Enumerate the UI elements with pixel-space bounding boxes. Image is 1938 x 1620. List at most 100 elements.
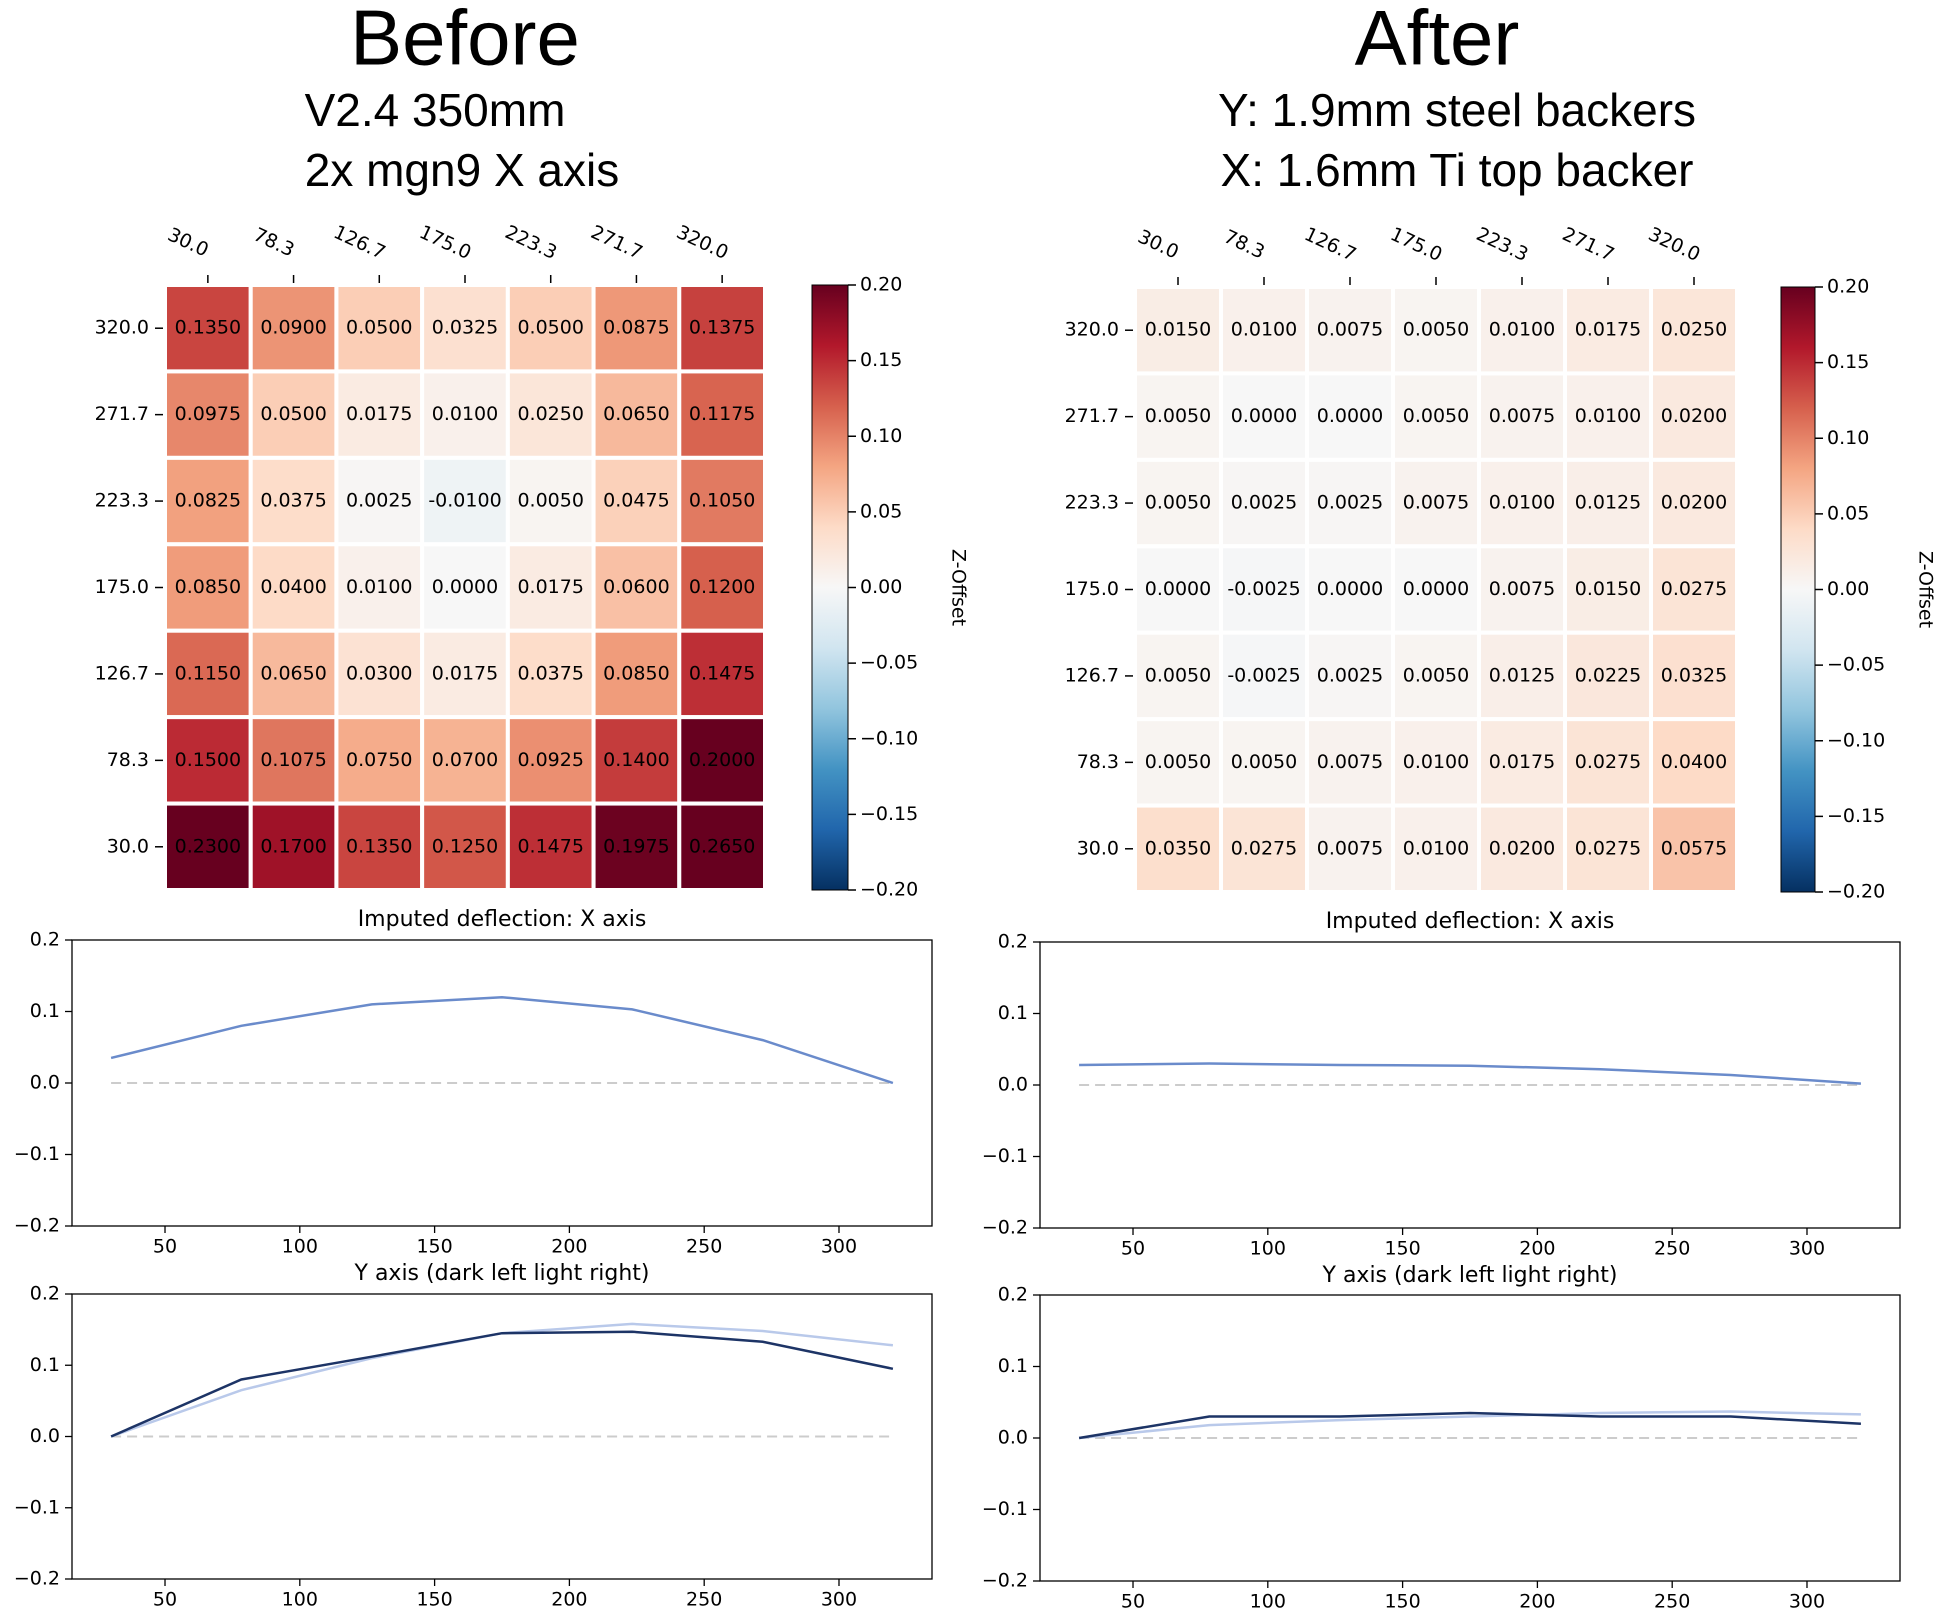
- colorbar-label: Z-Offset: [1915, 551, 1937, 628]
- colorbar-tick-label: −0.20: [860, 879, 918, 901]
- y-tick-label: 0.0: [998, 1074, 1028, 1096]
- heatmap-cell: [334, 628, 425, 720]
- heatmap-cell: [163, 369, 253, 460]
- x-axis-label: Y axis (dark left light right): [354, 1261, 650, 1286]
- cell-label: 0.0600: [603, 576, 669, 598]
- cell-label: 0.0050: [517, 490, 583, 512]
- y-tick-label: −0.1: [14, 1496, 60, 1518]
- y-tick-label: 0.2: [998, 1284, 1028, 1306]
- heatmap-cell: [677, 801, 767, 892]
- cell-label: 0.0050: [1403, 405, 1469, 427]
- series-line: [1078, 1411, 1861, 1440]
- y-tick-label: −0.2: [14, 1568, 60, 1590]
- cell-label: 0.0175: [432, 662, 498, 684]
- y-tick-label: 126.7: [95, 662, 149, 684]
- cell-label: 0.0100: [1403, 837, 1469, 859]
- y-tick-label: 78.3: [1077, 751, 1119, 773]
- y-tick-label: 223.3: [1065, 492, 1119, 514]
- cell-label: 0.1075: [260, 749, 326, 771]
- colorbar-label: Z-Offset: [948, 549, 970, 626]
- x-tick-label: 200: [551, 1236, 587, 1258]
- heatmap-cell: [1649, 544, 1739, 635]
- x-tick-label: 300: [1789, 1238, 1825, 1260]
- heatmap-cell: [1563, 285, 1653, 376]
- cell-label: 0.0225: [1575, 664, 1641, 686]
- x-tick-label: 200: [1519, 1591, 1555, 1613]
- cell-label: 0.0050: [1231, 751, 1297, 773]
- cell-label: 0.0125: [1489, 664, 1555, 686]
- cell-label: 0.1350: [175, 317, 241, 339]
- colorbar-tick-label: −0.05: [1827, 654, 1885, 676]
- y-tick-label: 0.0: [998, 1427, 1028, 1449]
- cell-label: 0.0175: [346, 403, 412, 425]
- x-tick-label: 271.7: [587, 221, 646, 264]
- y-tick-label: 0.2: [30, 929, 60, 951]
- cell-label: 0.0100: [1489, 319, 1555, 341]
- colorbar-tick-label: 0.20: [860, 274, 902, 296]
- panel-subtitle: X: 1.6mm Ti top backer: [1221, 144, 1694, 196]
- cell-label: 0.0075: [1489, 578, 1555, 600]
- series-line: [1079, 1062, 1861, 1085]
- x-tick-label: 250: [686, 1236, 722, 1258]
- x-tick-label: 50: [153, 1589, 177, 1611]
- y-tick-label: 78.3: [107, 749, 149, 771]
- series-line: [1078, 1410, 1861, 1440]
- heatmap-cell: [1133, 371, 1223, 462]
- cell-label: 0.0100: [1403, 751, 1469, 773]
- cell-label: 0.0050: [1403, 664, 1469, 686]
- cell-label: 0.1975: [603, 835, 669, 857]
- heatmap-cell: [1219, 717, 1309, 808]
- cell-label: 0.0475: [603, 490, 669, 512]
- heatmap-cell: [1391, 285, 1481, 376]
- y-tick-label: 320.0: [95, 317, 149, 339]
- x-tick-label: 271.7: [1559, 223, 1618, 266]
- cell-label: 0.0275: [1661, 578, 1727, 600]
- cell-label: 0.0350: [1145, 837, 1211, 859]
- chart-title: Imputed deflection: X axis: [1326, 909, 1615, 934]
- x-tick-label: 223.3: [1473, 223, 1532, 266]
- heatmap-cell: [1477, 630, 1567, 722]
- cell-label: 0.0025: [1231, 492, 1297, 514]
- cell-label: 0.1150: [175, 662, 241, 684]
- heatmap-cell: [1477, 544, 1567, 635]
- y-tick-label: 271.7: [1065, 405, 1119, 427]
- heatmap-cell: [248, 715, 339, 806]
- colorbar-tick-label: −0.10: [1827, 729, 1885, 751]
- heatmap-cell: [1649, 717, 1739, 808]
- cell-label: 0.0000: [1317, 405, 1383, 427]
- x-tick-label: 223.3: [502, 221, 561, 264]
- heatmap-cell: [591, 455, 682, 547]
- x-tick-label: 300: [821, 1589, 857, 1611]
- plot-frame: [1039, 941, 1901, 1229]
- x-tick-label: 150: [1384, 1591, 1420, 1613]
- heatmap-cell: [1649, 371, 1739, 462]
- heatmap-cell: [1305, 457, 1395, 549]
- cell-label: 0.0650: [260, 662, 326, 684]
- cell-label: 0.1350: [346, 835, 412, 857]
- cell-label: 0.0175: [517, 576, 583, 598]
- heatmap-cell: [1219, 544, 1309, 635]
- cell-label: 0.0025: [346, 490, 412, 512]
- colorbar-tick-label: −0.15: [1827, 805, 1885, 827]
- y-tick-label: 0.0: [30, 1072, 60, 1094]
- y-tick-label: −0.1: [982, 1145, 1028, 1167]
- cell-label: 0.0050: [1145, 492, 1211, 514]
- y-tick-label: 30.0: [1077, 837, 1119, 859]
- y-tick-label: −0.2: [14, 1215, 60, 1237]
- cell-label: 0.0150: [1145, 319, 1211, 341]
- y-tick-label: 0.1: [998, 1002, 1028, 1024]
- cell-label: 0.0100: [346, 576, 412, 598]
- cell-label: 0.0925: [517, 749, 583, 771]
- plot-frame: [71, 1293, 933, 1580]
- x-tick-label: 200: [551, 1589, 587, 1611]
- cell-label: 0.1200: [689, 576, 755, 598]
- cell-label: 0.0200: [1661, 492, 1727, 514]
- x-axis-label: Y axis (dark left light right): [1322, 1263, 1618, 1288]
- cell-label: 0.1250: [432, 835, 498, 857]
- cell-label: 0.0050: [1403, 319, 1469, 341]
- y-tick-label: 271.7: [95, 403, 149, 425]
- plot-frame: [1039, 1294, 1901, 1582]
- heatmap-cell: [505, 369, 596, 460]
- cell-label: 0.0100: [1575, 405, 1641, 427]
